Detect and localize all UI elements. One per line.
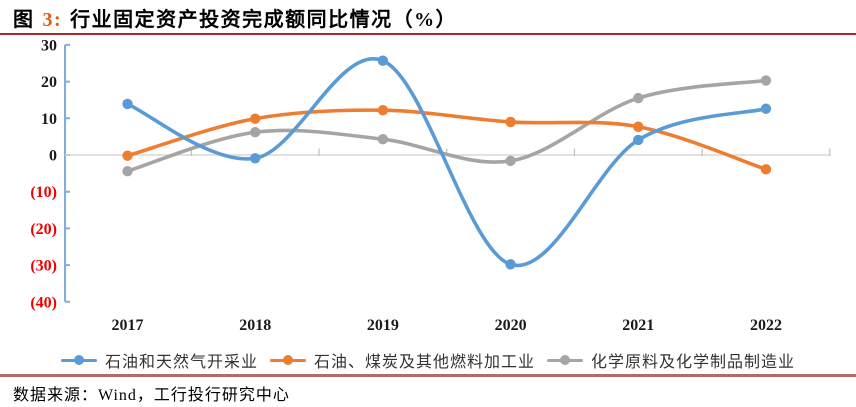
- legend-item-oil-gas-extraction: 石油和天然气开采业: [60, 348, 258, 372]
- y-axis: [64, 43, 70, 303]
- figure-label: 图: [13, 9, 35, 31]
- series-0-data-point: [377, 55, 389, 66]
- x-tick-label: 2022: [750, 317, 782, 334]
- title-text: 行业固定资产投资完成额同比情况（%）: [70, 9, 458, 31]
- title-underline-rule: [0, 33, 856, 35]
- chart-title: 图 3: 行业固定资产投资完成额同比情况（%）: [13, 3, 457, 32]
- footer-rule: [0, 374, 856, 377]
- legend-label: 石油和天然气开采业: [104, 354, 258, 371]
- series-1-data-point: [377, 105, 389, 116]
- line-dot-marker-icon: [269, 355, 306, 366]
- legend-item-chemical-manufacturing: 化学原料及化学制品制造业: [547, 348, 795, 372]
- series-0-data-point: [505, 259, 516, 270]
- series-2-data-point: [250, 127, 261, 138]
- series-1-data-point: [250, 113, 261, 124]
- legend-label: 石油、煤炭及其他燃料加工业: [313, 354, 535, 371]
- series-2-data-point: [377, 134, 389, 145]
- x-tick-label: 2021: [622, 317, 654, 334]
- chart-legend: 石油和天然气开采业 石油、煤炭及其他燃料加工业 化学原料及化学制品制造业: [0, 348, 856, 372]
- series-0-data-point: [633, 134, 644, 146]
- y-tick-label: (10): [30, 184, 57, 201]
- x-tick-label: 2019: [367, 317, 399, 334]
- series-1-data-point: [122, 150, 133, 161]
- figure-number: 3:: [42, 9, 63, 31]
- series-0-data-point: [760, 103, 772, 114]
- x-tick-label: 2020: [495, 317, 527, 334]
- series-1-data-point: [505, 116, 516, 128]
- series-2-data-point: [122, 165, 133, 177]
- x-tick-label: 2017: [112, 317, 144, 334]
- series-1-data-point: [760, 164, 772, 175]
- y-tick-label: (20): [30, 221, 57, 238]
- y-tick-label: (30): [30, 258, 57, 275]
- series-2-data-point: [760, 75, 772, 86]
- series-line-1: [125, 108, 768, 172]
- y-tick-label: 20: [41, 74, 57, 91]
- x-tick-label: 2018: [239, 317, 271, 334]
- data-source-note: 数据来源：Wind，工行投行研究中心: [13, 387, 290, 404]
- y-tick-label: 30: [41, 37, 57, 54]
- line-dot-marker-icon: [60, 355, 97, 366]
- series-0-data-point: [250, 153, 261, 164]
- y-tick-label: 0: [49, 148, 57, 165]
- series-2-data-point: [633, 92, 644, 104]
- y-tick-label: 10: [41, 111, 57, 128]
- y-tick-label: (40): [30, 294, 57, 311]
- legend-item-fuel-processing: 石油、煤炭及其他燃料加工业: [269, 348, 535, 372]
- line-dot-marker-icon: [547, 355, 583, 366]
- series-2-data-point: [505, 155, 516, 167]
- series-0-data-point: [122, 98, 133, 110]
- series-1-data-point: [633, 121, 644, 132]
- series-line-2: [125, 78, 768, 173]
- legend-label: 化学原料及化学制品制造业: [591, 354, 796, 371]
